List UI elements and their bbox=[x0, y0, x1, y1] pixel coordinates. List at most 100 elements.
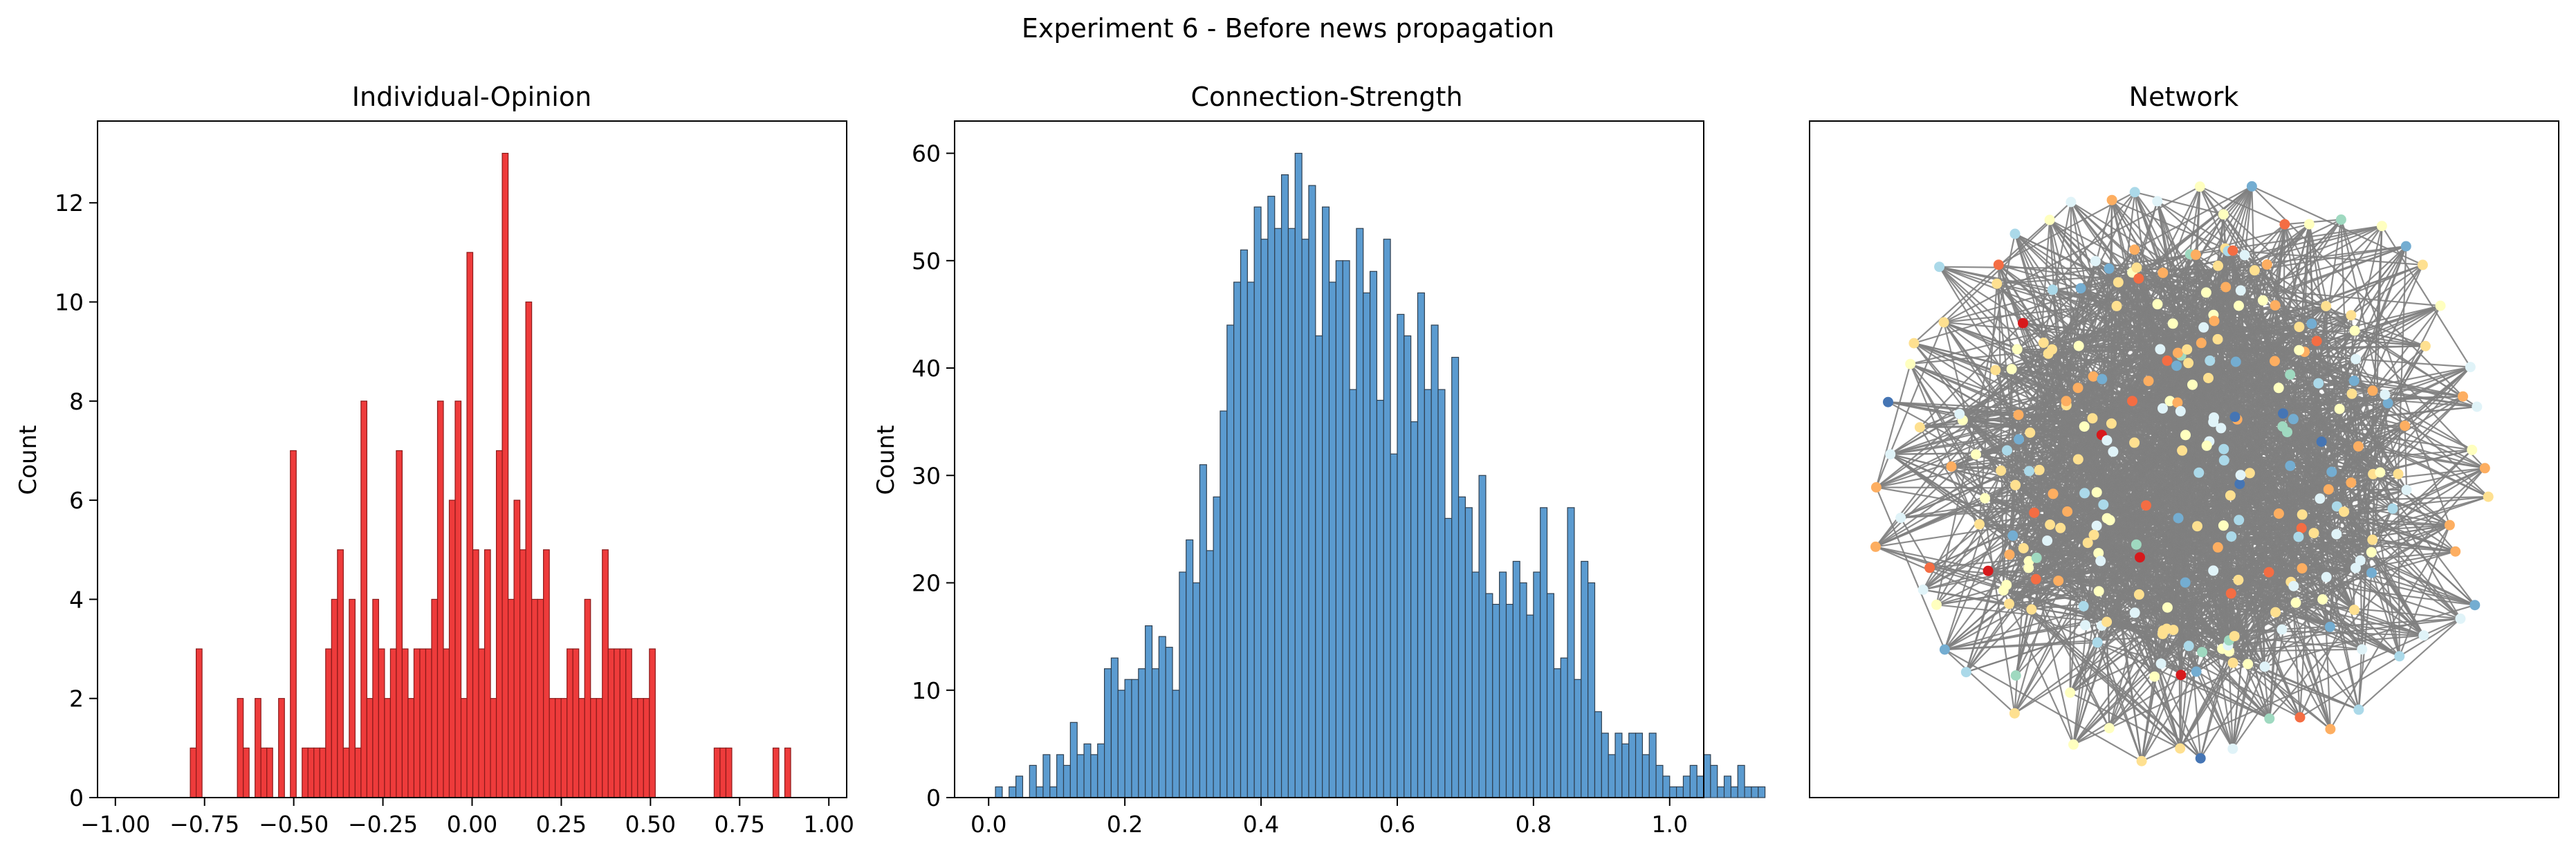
network-edge bbox=[2199, 185, 2285, 226]
network-node bbox=[2313, 378, 2324, 389]
network-node bbox=[2472, 401, 2483, 412]
strength-bar bbox=[1253, 206, 1262, 798]
network-node bbox=[2290, 597, 2301, 608]
strength-bar bbox=[1076, 754, 1085, 798]
network-edge bbox=[1936, 524, 2450, 606]
network-node bbox=[2479, 463, 2490, 474]
network-node bbox=[2400, 241, 2411, 252]
network-edge bbox=[2134, 185, 2252, 250]
network-edge bbox=[2209, 304, 2441, 362]
network-edge bbox=[2087, 449, 2472, 544]
strength-bar bbox=[1404, 335, 1412, 798]
network-node bbox=[2458, 391, 2468, 402]
opinion-x-tick-label: −1.00 bbox=[80, 811, 150, 838]
network-node bbox=[2093, 586, 2104, 597]
network-node bbox=[2091, 487, 2102, 498]
network-edge bbox=[1944, 649, 2142, 762]
strength-bars bbox=[995, 152, 1766, 798]
strength-bar bbox=[1158, 636, 1166, 798]
network-node bbox=[2044, 214, 2055, 226]
network-node bbox=[2101, 616, 2113, 627]
network-edge bbox=[2015, 449, 2472, 486]
network-node bbox=[1991, 278, 2003, 289]
network-node bbox=[2010, 479, 2021, 490]
network-node bbox=[2161, 623, 2172, 634]
network-node bbox=[2209, 412, 2219, 423]
opinion-bar bbox=[502, 152, 509, 798]
opinion-bar bbox=[342, 747, 350, 798]
network-edge bbox=[2132, 400, 2472, 451]
network-node bbox=[2068, 739, 2079, 750]
network-edge bbox=[2134, 191, 2224, 215]
network-node bbox=[2136, 755, 2147, 766]
opinion-bar bbox=[401, 648, 409, 798]
network-node bbox=[2175, 670, 2187, 681]
strength-x-tick-label: 0.6 bbox=[1379, 811, 1415, 838]
strength-bar bbox=[1588, 582, 1596, 798]
network-edge bbox=[1966, 607, 2168, 673]
strength-x-tick-label: 1.0 bbox=[1652, 811, 1688, 838]
opinion-bar bbox=[525, 301, 533, 798]
opinion-bar bbox=[596, 698, 603, 798]
network-node bbox=[2090, 256, 2101, 266]
opinion-bar bbox=[431, 598, 439, 798]
network-edge bbox=[2232, 224, 2285, 749]
network-edge bbox=[1995, 369, 2477, 408]
network-node bbox=[2198, 322, 2209, 333]
figure-suptitle: Experiment 6 - Before news propagation bbox=[1022, 13, 1554, 44]
network-edge bbox=[2404, 425, 2408, 490]
network-node bbox=[2465, 362, 2476, 373]
opinion-bar bbox=[349, 598, 356, 798]
network-node bbox=[2143, 376, 2154, 387]
opinion-bar bbox=[407, 698, 415, 798]
network-node bbox=[2129, 437, 2140, 448]
network-node bbox=[2230, 356, 2241, 367]
strength-y-tick-label: 0 bbox=[926, 784, 941, 811]
network-node bbox=[2366, 546, 2377, 558]
network-node bbox=[2209, 315, 2220, 327]
network-edge bbox=[2299, 618, 2461, 718]
network-edge bbox=[1910, 303, 2158, 365]
network-node bbox=[1974, 519, 1985, 530]
strength-bar bbox=[1758, 786, 1766, 798]
network-node bbox=[2355, 555, 2366, 566]
network-node bbox=[2009, 228, 2021, 239]
strength-bar bbox=[1457, 496, 1466, 798]
strength-bar bbox=[1220, 410, 1228, 798]
network-edge bbox=[1936, 604, 2167, 630]
strength-bar bbox=[1628, 733, 1637, 798]
network-node bbox=[2088, 529, 2099, 540]
network-node bbox=[2321, 301, 2332, 311]
network-edge bbox=[2007, 405, 2477, 452]
opinion-bar bbox=[354, 747, 362, 798]
opinion-bar bbox=[549, 698, 556, 798]
network-node bbox=[2380, 389, 2391, 400]
network-node bbox=[2212, 542, 2223, 553]
network-node bbox=[2183, 641, 2194, 652]
opinion-bar bbox=[713, 747, 721, 798]
network-node bbox=[2180, 577, 2191, 588]
strength-bar bbox=[1519, 582, 1527, 798]
network-edge bbox=[2290, 551, 2456, 583]
network-node bbox=[2227, 743, 2238, 754]
network-node bbox=[2047, 284, 2058, 295]
network-edge bbox=[2350, 467, 2485, 484]
strength-bar bbox=[1717, 786, 1725, 798]
network-node bbox=[2167, 318, 2178, 329]
network-edge bbox=[1965, 288, 2082, 672]
opinion-bar bbox=[266, 747, 273, 798]
network-edge bbox=[2156, 201, 2280, 514]
network-node bbox=[1914, 422, 1925, 433]
strength-bar bbox=[1478, 475, 1487, 798]
network-node bbox=[1908, 338, 1920, 349]
opinion-bar bbox=[472, 549, 479, 798]
network-node bbox=[2229, 412, 2241, 423]
strength-bar bbox=[1206, 550, 1214, 798]
network-node bbox=[1993, 259, 2004, 270]
network-edge bbox=[2268, 582, 2292, 719]
network-edge bbox=[2023, 547, 2270, 573]
strength-y-axis-label: Count bbox=[872, 425, 900, 495]
network-node bbox=[2191, 666, 2202, 677]
network-node bbox=[1960, 667, 1971, 678]
